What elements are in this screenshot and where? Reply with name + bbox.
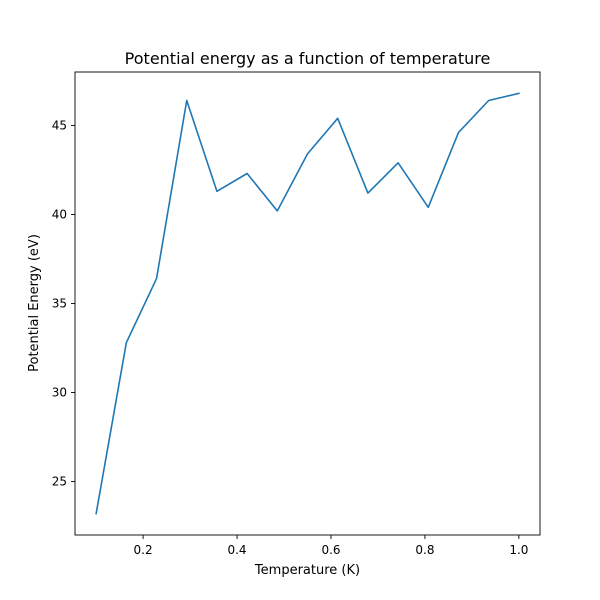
x-tick-label: 0.8 [415, 543, 434, 557]
y-tick-label: 35 [52, 297, 67, 311]
y-axis-label: Potential Energy (eV) [27, 234, 42, 372]
x-tick-label: 1.0 [509, 543, 528, 557]
x-axis: 0.2 0.4 0.6 0.8 1.0 [134, 535, 528, 557]
y-tick-label: 40 [52, 207, 67, 221]
y-tick-label: 25 [52, 475, 67, 489]
x-tick-label: 0.4 [227, 543, 246, 557]
x-axis-label: Temperature (K) [254, 563, 360, 578]
series-layer [95, 92, 520, 515]
y-tick-label: 30 [52, 386, 67, 400]
x-tick-label: 0.2 [134, 543, 153, 557]
x-tick-label: 0.6 [321, 543, 340, 557]
y-axis: 25 30 35 40 45 [52, 118, 75, 489]
chart-title: Potential energy as a function of temper… [125, 49, 491, 68]
y-tick-label: 45 [52, 118, 67, 132]
series-line-0 [95, 92, 520, 515]
